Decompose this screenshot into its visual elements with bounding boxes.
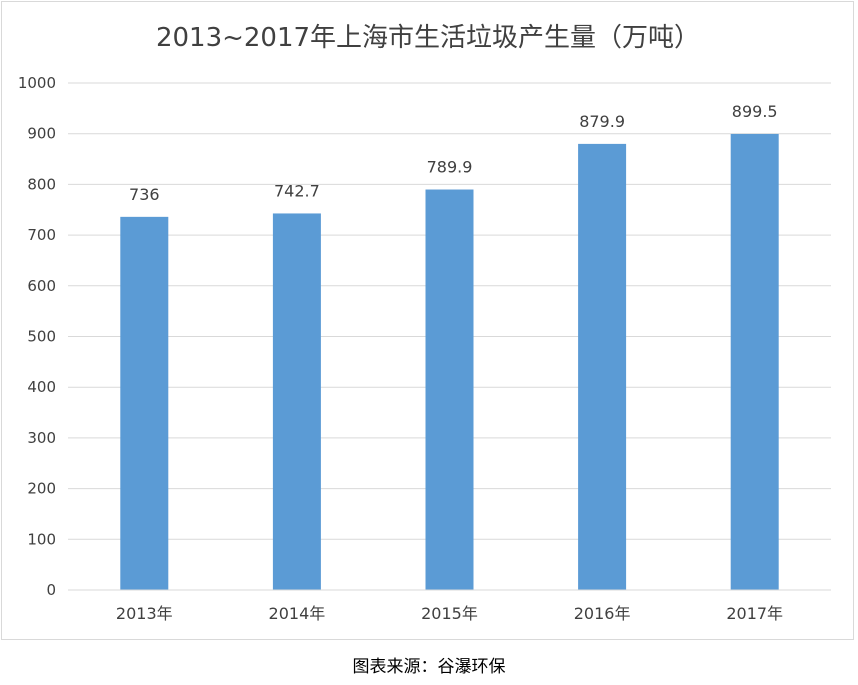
bar-chart: 2013~2017年上海市生活垃圾产生量（万吨） 0 100 200 300 400 50…	[18, 23, 831, 623]
y-tick-label: 300	[27, 429, 56, 447]
x-axis-tick-labels: 2013年 2014年 2015年 2016年 2017年	[116, 604, 783, 623]
x-tick-label: 2013年	[116, 604, 173, 623]
data-label: 742.7	[274, 181, 320, 200]
y-tick-label: 600	[27, 277, 56, 295]
x-tick-label: 2015年	[421, 604, 478, 623]
y-tick-label: 1000	[18, 74, 56, 92]
y-tick-label: 700	[27, 226, 56, 244]
bar	[272, 213, 321, 590]
y-tick-label: 0	[46, 581, 56, 599]
y-tick-label: 200	[27, 480, 56, 498]
source-note: 图表来源：谷瀑环保	[352, 657, 506, 677]
bar	[120, 216, 169, 590]
bar	[425, 189, 474, 591]
y-tick-label: 100	[27, 530, 56, 548]
data-label: 879.9	[579, 112, 625, 131]
y-tick-label: 400	[27, 378, 56, 396]
data-labels: 736 742.7 789.9 879.9 899.5	[129, 102, 778, 204]
bars	[120, 133, 779, 591]
chart-title: 2013~2017年上海市生活垃圾产生量（万吨）	[156, 23, 700, 53]
y-axis-tick-labels: 0 100 200 300 400 500 600 700 800 900 1000	[18, 74, 56, 599]
data-label: 899.5	[732, 102, 778, 121]
data-label: 789.9	[427, 158, 473, 177]
bar	[578, 143, 627, 591]
data-label: 736	[129, 185, 160, 204]
y-tick-label: 500	[27, 328, 56, 346]
bar	[730, 133, 779, 591]
y-tick-label: 800	[27, 175, 56, 193]
y-tick-label: 900	[27, 125, 56, 143]
gridlines	[68, 82, 831, 540]
x-tick-label: 2016年	[574, 604, 631, 623]
x-tick-label: 2014年	[269, 604, 326, 623]
x-tick-label: 2017年	[726, 604, 783, 623]
